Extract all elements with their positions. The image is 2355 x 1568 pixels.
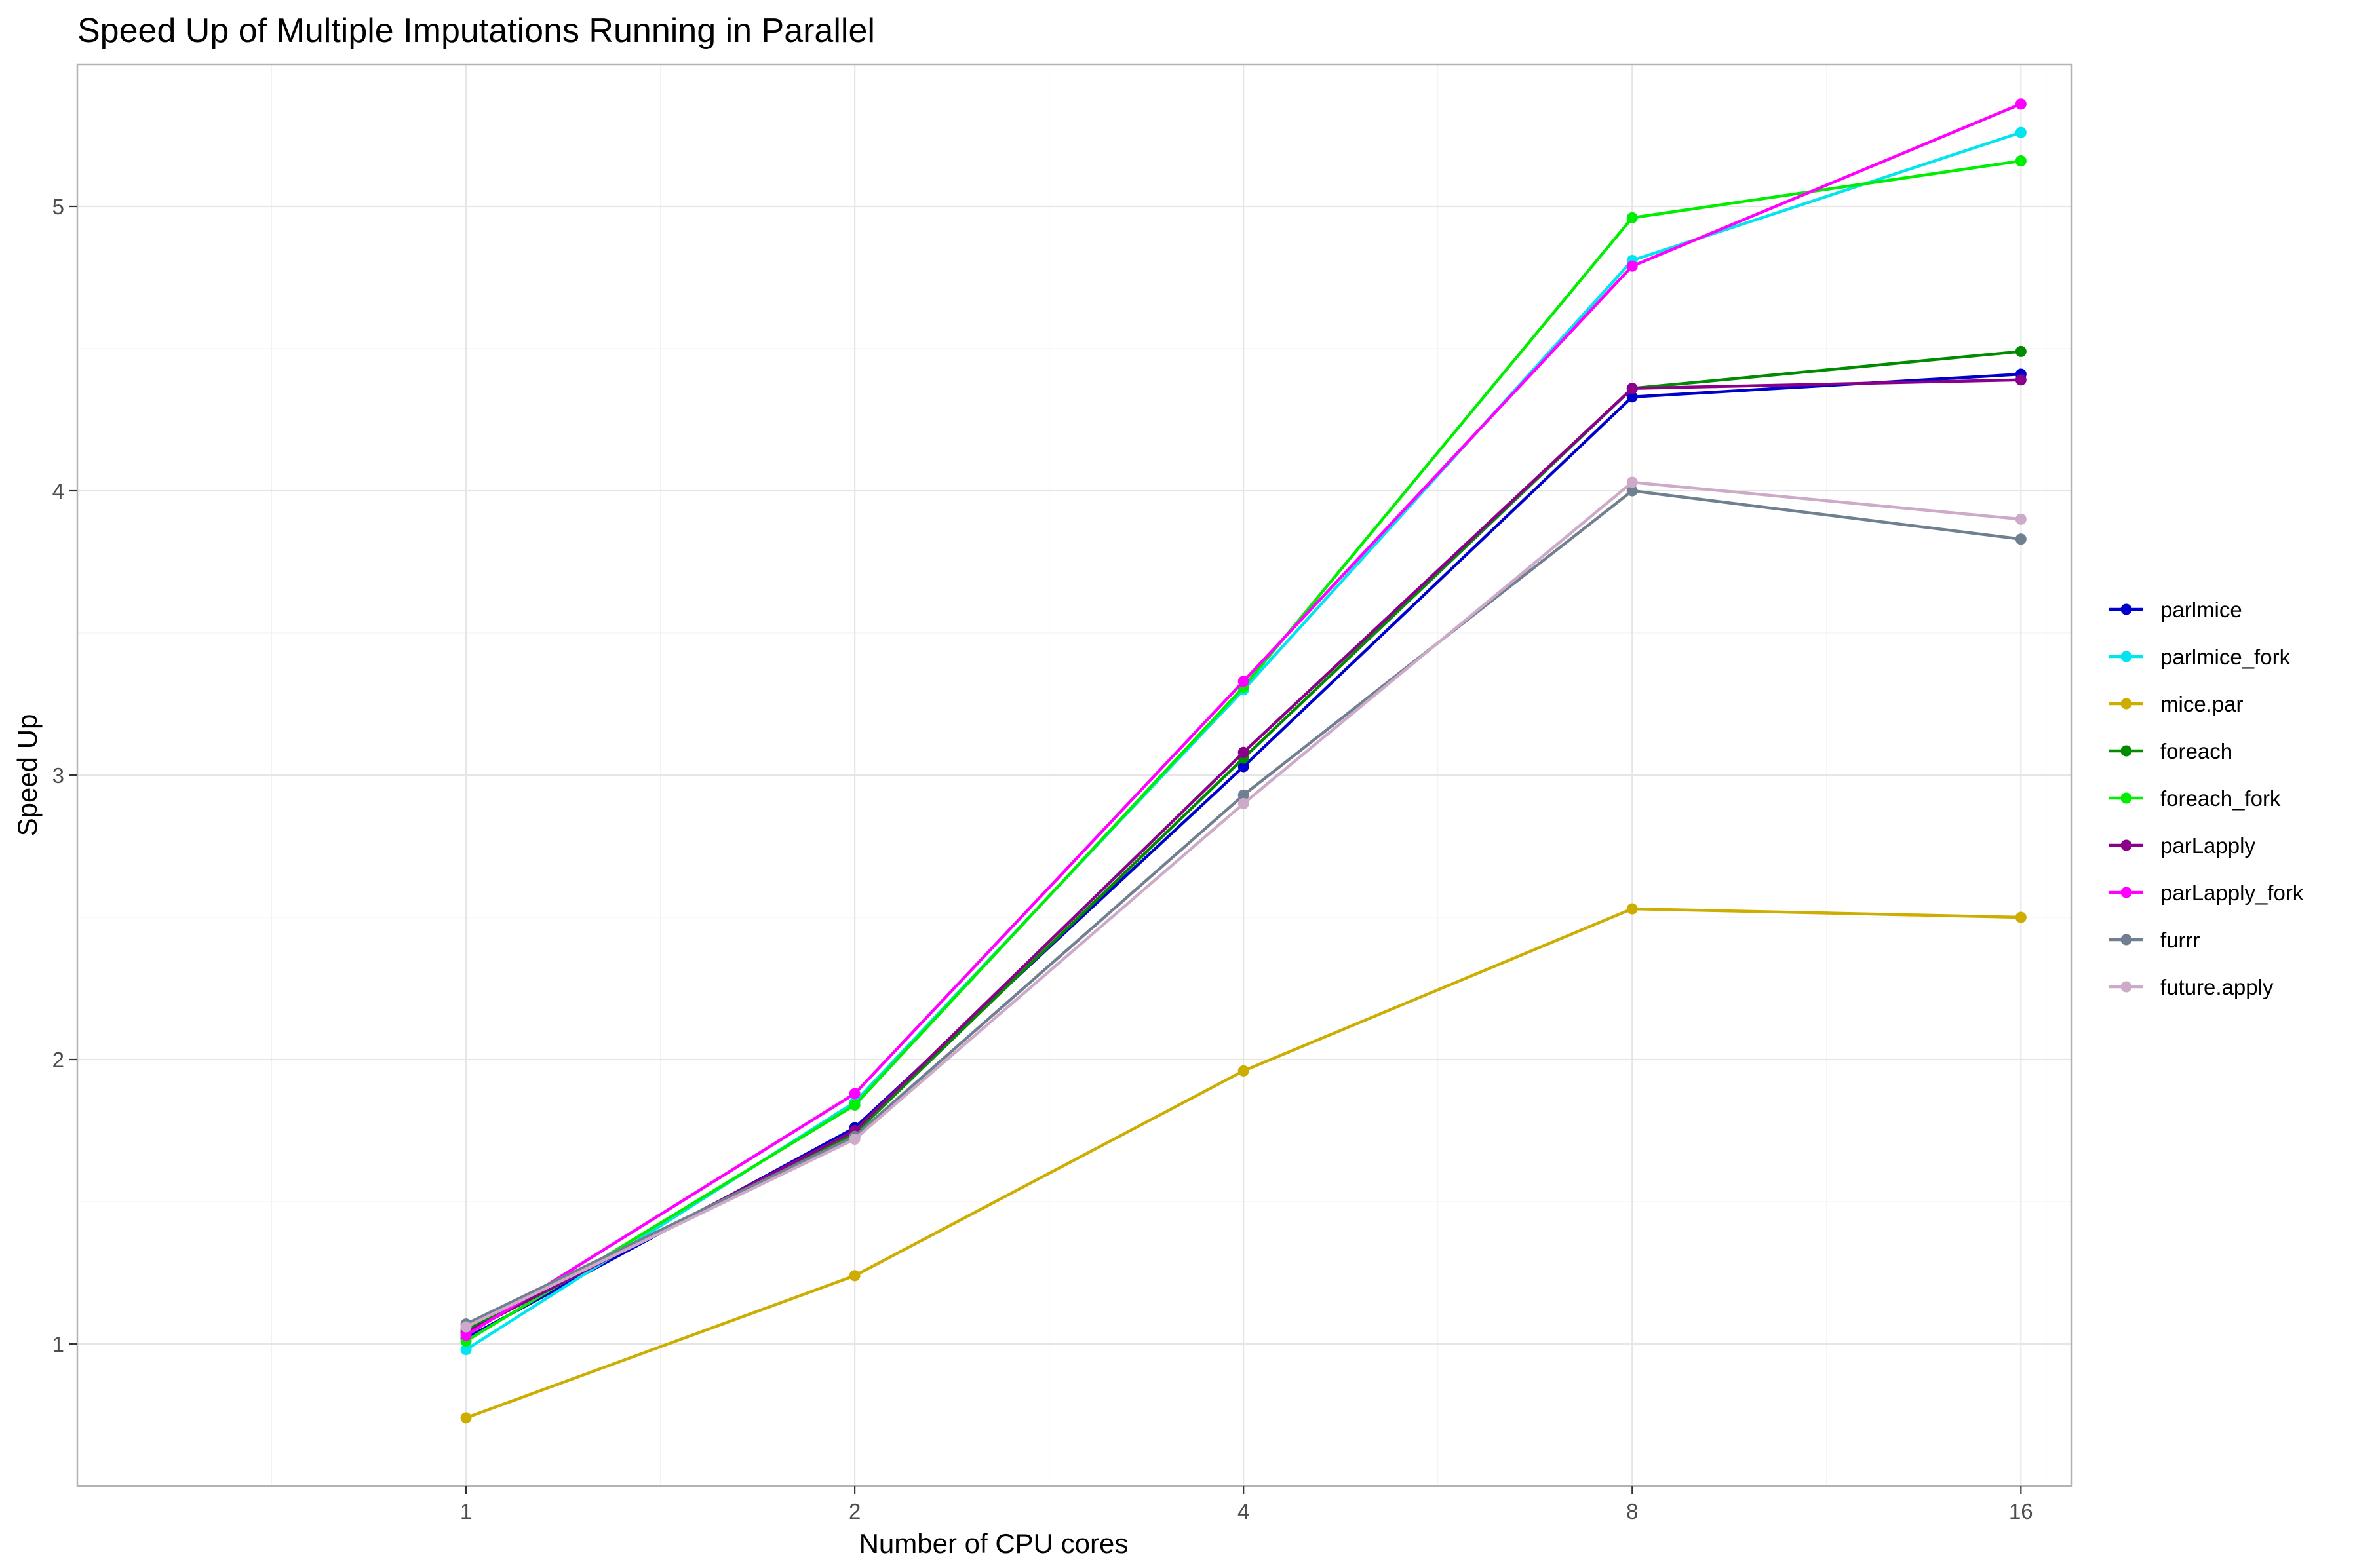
series-future-apply xyxy=(460,476,2027,1333)
legend-label: parLapply xyxy=(2160,833,2255,858)
y-tick-label: 2 xyxy=(52,1048,64,1072)
x-tick-label: 8 xyxy=(1626,1499,1638,1523)
legend-item-mice-par: mice.par xyxy=(2109,692,2244,716)
legend-key-point xyxy=(2120,792,2132,804)
data-point-parlapply-fork xyxy=(849,1088,861,1100)
legend-item-parlapply: parLapply xyxy=(2109,833,2255,858)
legend-key-point xyxy=(2120,887,2132,898)
series-lines xyxy=(460,98,2027,1424)
y-tick-label: 1 xyxy=(52,1332,64,1356)
data-point-furrr xyxy=(2015,533,2027,545)
y-tick-label: 5 xyxy=(52,195,64,219)
legend-key-point xyxy=(2120,839,2132,851)
data-point-mice-par xyxy=(1237,1065,1249,1077)
legend-key-point xyxy=(2120,934,2132,946)
legend-item-foreach-fork: foreach_fork xyxy=(2109,786,2281,811)
y-tick-label: 4 xyxy=(52,479,64,503)
data-point-parlapply-fork xyxy=(1626,260,1638,272)
data-point-future-apply xyxy=(849,1134,861,1145)
data-point-foreach-fork xyxy=(849,1099,861,1111)
axis-ticks xyxy=(69,205,2022,1494)
data-point-parlapply-fork xyxy=(2015,98,2027,110)
data-point-foreach-fork xyxy=(2015,155,2027,167)
data-point-furrr xyxy=(1237,789,1249,801)
y-axis-tick-labels: 1 2 3 4 5 xyxy=(52,195,64,1356)
legend-label: parLapply_fork xyxy=(2160,881,2304,905)
legend-key-point xyxy=(2120,981,2132,993)
legend-label: foreach_fork xyxy=(2160,786,2281,811)
x-axis-tick-labels: 1 2 4 8 16 xyxy=(460,1499,2033,1523)
legend-item-parlmice: parlmice xyxy=(2109,598,2242,622)
legend-label: parlmice_fork xyxy=(2160,645,2291,669)
x-tick-label: 16 xyxy=(2009,1499,2033,1523)
data-point-mice-par xyxy=(2015,911,2027,923)
series-parlapply-fork xyxy=(460,98,2027,1341)
legend-key-point xyxy=(2120,698,2132,710)
series-foreach-fork xyxy=(460,155,2027,1347)
legend-label: parlmice xyxy=(2160,598,2242,622)
data-point-future-apply xyxy=(460,1321,472,1333)
data-point-parlapply xyxy=(2015,374,2027,386)
legend-key-point xyxy=(2120,745,2132,757)
data-point-mice-par xyxy=(460,1412,472,1424)
y-tick-label: 3 xyxy=(52,763,64,788)
x-tick-label: 2 xyxy=(849,1499,861,1523)
legend-label: foreach xyxy=(2160,739,2232,763)
legend-item-parlmice-fork: parlmice_fork xyxy=(2109,645,2291,669)
y-axis-title: Speed Up xyxy=(12,714,43,837)
data-point-parlapply xyxy=(1237,746,1249,758)
legend-item-future-apply: future.apply xyxy=(2109,975,2274,999)
data-point-foreach-fork xyxy=(1626,212,1638,223)
data-point-foreach xyxy=(2015,345,2027,357)
data-point-parlmice xyxy=(1626,391,1638,403)
x-tick-label: 4 xyxy=(1237,1499,1249,1523)
legend-key-point xyxy=(2120,651,2132,662)
series-mice-par xyxy=(460,903,2027,1424)
major-gridlines xyxy=(77,64,2071,1486)
legend-item-furrr: furrr xyxy=(2109,928,2200,952)
data-point-parlapply-fork xyxy=(1237,676,1249,687)
data-point-parlmice xyxy=(1237,761,1249,773)
legend-key-point xyxy=(2120,603,2132,615)
data-point-parlapply-fork xyxy=(460,1329,472,1341)
legend-item-parlapply-fork: parLapply_fork xyxy=(2109,881,2304,905)
data-point-parlmice-fork xyxy=(2015,126,2027,138)
data-point-parlapply xyxy=(1626,383,1638,394)
data-point-future-apply xyxy=(1626,476,1638,488)
data-point-parlmice-fork xyxy=(460,1344,472,1356)
data-point-future-apply xyxy=(2015,513,2027,525)
data-point-mice-par xyxy=(1626,903,1638,915)
legend-label: mice.par xyxy=(2160,692,2244,716)
data-point-future-apply xyxy=(1237,797,1249,809)
chart-title: Speed Up of Multiple Imputations Running… xyxy=(77,12,875,50)
legend: parlmice parlmice_fork mice.par foreach fore… xyxy=(2109,598,2304,999)
data-point-mice-par xyxy=(849,1270,861,1282)
legend-label: furrr xyxy=(2160,928,2200,952)
x-axis-title: Number of CPU cores xyxy=(859,1528,1129,1559)
x-tick-label: 1 xyxy=(460,1499,472,1523)
legend-label: future.apply xyxy=(2160,975,2274,999)
legend-item-foreach: foreach xyxy=(2109,739,2232,763)
data-point-furrr xyxy=(1626,485,1638,497)
